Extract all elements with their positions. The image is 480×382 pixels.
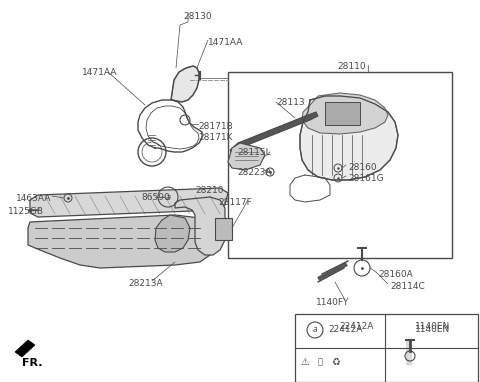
Polygon shape	[155, 215, 190, 252]
Text: 28130: 28130	[183, 12, 212, 21]
Text: 28171B: 28171B	[198, 122, 233, 131]
Text: 28115L: 28115L	[237, 148, 271, 157]
Polygon shape	[175, 197, 225, 255]
Text: 1140EN: 1140EN	[415, 325, 450, 335]
Text: ⚠: ⚠	[300, 357, 310, 367]
Text: 28117F: 28117F	[218, 198, 252, 207]
Text: 1125GB: 1125GB	[8, 207, 44, 216]
Text: 1471AA: 1471AA	[208, 38, 243, 47]
Text: 28160A: 28160A	[378, 270, 413, 279]
Text: 1471AA: 1471AA	[82, 68, 118, 77]
Bar	[295, 314, 478, 382]
Text: 1463AA: 1463AA	[16, 194, 51, 203]
Text: 28114C: 28114C	[390, 282, 425, 291]
Text: a: a	[166, 193, 170, 201]
Text: ♻: ♻	[332, 357, 340, 367]
Text: 28113: 28113	[276, 98, 305, 107]
Polygon shape	[28, 215, 210, 268]
Text: 1140FY: 1140FY	[316, 298, 349, 307]
Text: 🔧: 🔧	[317, 358, 323, 366]
Bar	[215, 218, 232, 240]
Text: 28171K: 28171K	[198, 133, 232, 142]
Text: 28160: 28160	[348, 163, 377, 172]
Polygon shape	[171, 66, 199, 102]
Text: 28213A: 28213A	[128, 279, 163, 288]
Text: 22412A: 22412A	[328, 325, 362, 335]
Polygon shape	[15, 340, 35, 357]
Text: 28110: 28110	[337, 62, 366, 71]
Polygon shape	[302, 93, 388, 134]
Bar	[228, 72, 452, 258]
Text: 28161G: 28161G	[348, 174, 384, 183]
Text: 22412A: 22412A	[339, 322, 373, 331]
Text: 28223A: 28223A	[237, 168, 272, 177]
Polygon shape	[228, 143, 265, 170]
Polygon shape	[230, 112, 318, 155]
Polygon shape	[300, 96, 398, 180]
Text: 28210: 28210	[195, 186, 224, 195]
Polygon shape	[30, 188, 228, 217]
Bar	[325, 102, 360, 125]
Text: 1140EN: 1140EN	[415, 322, 450, 331]
Text: 86590: 86590	[141, 193, 170, 202]
Text: FR.: FR.	[22, 358, 43, 368]
Text: a: a	[312, 325, 317, 335]
